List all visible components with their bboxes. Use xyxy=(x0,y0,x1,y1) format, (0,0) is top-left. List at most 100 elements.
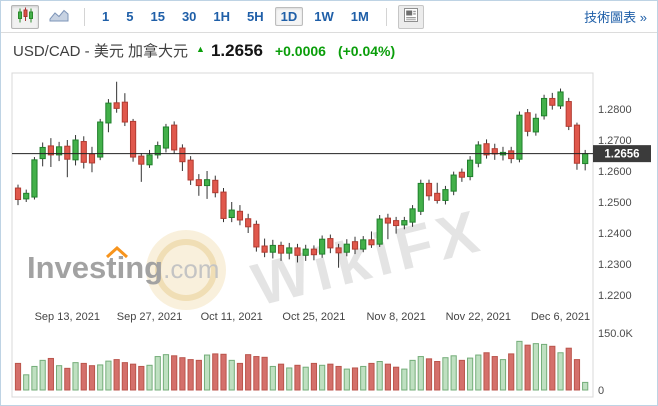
y-axis-label: 1.2500 xyxy=(598,197,632,209)
volume-bar xyxy=(499,359,507,391)
candle xyxy=(549,97,556,106)
candle xyxy=(483,143,490,156)
volume-bar xyxy=(425,358,433,391)
candle xyxy=(269,244,276,253)
candle xyxy=(508,150,515,160)
news-panel-button[interactable] xyxy=(397,4,424,29)
candle xyxy=(524,112,531,132)
interval-button-1d[interactable]: 1D xyxy=(274,7,304,26)
volume-bar xyxy=(129,363,137,391)
candle xyxy=(467,159,474,178)
volume-bar xyxy=(203,354,211,391)
interval-button-1[interactable]: 1 xyxy=(102,9,110,24)
volume-bar xyxy=(23,374,30,391)
candle xyxy=(327,238,334,249)
volume-bar xyxy=(228,359,235,391)
volume-bar xyxy=(179,357,186,391)
volume-bar xyxy=(565,347,572,391)
candlestick-chart-canvas[interactable]: WikiFX Investing.com 1.2800 1.2700 1.2600 1.2… xyxy=(1,66,657,406)
candle xyxy=(121,101,128,123)
volume-bar xyxy=(384,363,391,391)
volume-bar xyxy=(310,362,318,391)
volume-bar xyxy=(360,365,367,391)
price-change: +0.0006 xyxy=(274,42,326,59)
volume-bar xyxy=(171,355,178,391)
volume-bar xyxy=(97,364,104,391)
interval-button-5[interactable]: 5 xyxy=(126,9,134,24)
candle xyxy=(368,239,375,246)
candle xyxy=(162,126,170,149)
volume-bar xyxy=(540,343,548,391)
candle xyxy=(417,182,424,212)
last-price: 1.2656 xyxy=(210,40,263,60)
quote-header: USD/CAD - 美元 加拿大元 ▲ 1.2656 +0.0006 (+0.0… xyxy=(1,33,657,64)
candle xyxy=(154,145,161,156)
candle xyxy=(434,192,441,201)
x-axis-label: Sep 13, 2021 xyxy=(35,311,100,323)
volume-bar xyxy=(31,365,38,391)
candle xyxy=(220,191,227,219)
volume-bar xyxy=(376,361,383,391)
candle xyxy=(138,155,145,165)
volume-bar xyxy=(557,352,564,391)
candle xyxy=(80,141,87,163)
volume-bar xyxy=(261,356,268,391)
interval-button-30[interactable]: 30 xyxy=(181,9,197,24)
interval-button-1w[interactable]: 1W xyxy=(314,9,334,24)
candle xyxy=(540,97,548,117)
volume-bar xyxy=(491,356,498,391)
x-axis-label: Dec 6, 2021 xyxy=(531,311,590,323)
watermark-investing-logo: Investing.com xyxy=(27,250,219,285)
candle xyxy=(31,159,38,198)
candle xyxy=(56,146,63,156)
current-price-tag-text: 1.2656 xyxy=(604,149,639,161)
candle xyxy=(113,102,120,109)
toolbar-divider xyxy=(385,7,387,26)
candle xyxy=(203,179,211,187)
line-chart-type-button[interactable] xyxy=(45,5,73,29)
technical-chart-link[interactable]: 技術圖表 » xyxy=(584,10,647,25)
volume-bar xyxy=(434,361,441,391)
candle xyxy=(171,124,178,151)
candle xyxy=(245,218,252,228)
candle xyxy=(294,247,301,256)
candle xyxy=(47,145,54,156)
volume-bar xyxy=(72,362,79,391)
volume-bar xyxy=(508,353,515,391)
interval-button-15[interactable]: 15 xyxy=(150,9,165,24)
volume-bar xyxy=(245,354,252,391)
candle xyxy=(532,117,539,133)
interval-button-1h[interactable]: 1H xyxy=(213,9,231,24)
interval-button-5h[interactable]: 5H xyxy=(247,9,264,24)
volume-bar xyxy=(277,363,285,391)
volume-bar xyxy=(39,359,46,391)
y-axis-label: 1.2800 xyxy=(598,104,632,116)
candle xyxy=(302,248,309,256)
candle xyxy=(458,171,465,178)
volume-bar xyxy=(64,367,71,391)
candle xyxy=(14,187,22,201)
price-change-percent: (+0.04%) xyxy=(337,42,396,59)
y-axis-label: 1.2200 xyxy=(598,290,632,302)
volume-bar xyxy=(524,344,531,391)
volume-bar xyxy=(187,359,194,391)
candle xyxy=(212,179,219,194)
volume-bar xyxy=(14,362,22,391)
current-price-tag xyxy=(593,145,651,163)
candle xyxy=(261,245,268,253)
volume-bar xyxy=(154,356,161,391)
volume-bar xyxy=(393,366,400,391)
volume-bar xyxy=(47,357,54,391)
candle xyxy=(105,102,112,124)
candle xyxy=(565,101,572,127)
candle xyxy=(516,114,523,160)
candle xyxy=(310,248,318,256)
x-axis-label: Nov 8, 2021 xyxy=(366,311,425,323)
candle xyxy=(343,243,350,253)
volume-bar xyxy=(549,345,556,391)
interval-button-1m[interactable]: 1M xyxy=(350,9,369,24)
candle xyxy=(376,218,383,245)
volume-bar xyxy=(195,359,202,391)
candlestick-chart-type-button[interactable] xyxy=(11,4,39,29)
volume-bar xyxy=(286,367,293,391)
